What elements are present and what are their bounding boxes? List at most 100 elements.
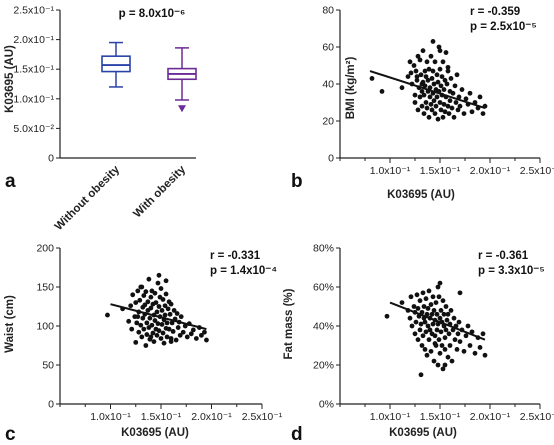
y-tick-label: 40% — [313, 321, 334, 333]
data-point — [432, 59, 438, 65]
r-value: r = -0.359 — [470, 6, 520, 18]
panel-c: Waist (cm) K03695 (AU) r = -0.331 p = 1.… — [4, 243, 283, 445]
data-point — [463, 96, 469, 102]
data-point — [448, 308, 454, 313]
data-point — [430, 68, 436, 74]
iqr-box — [101, 55, 131, 73]
data-point — [469, 109, 475, 115]
group-label: With obesity — [131, 163, 188, 220]
data-point — [379, 89, 385, 94]
data-point — [148, 334, 154, 340]
data-point — [417, 327, 423, 333]
panel-letter: d — [291, 424, 303, 445]
y-tick-label: 200 — [36, 243, 54, 255]
data-point — [135, 288, 141, 294]
data-point — [434, 72, 440, 78]
data-point — [399, 300, 405, 305]
data-point — [428, 348, 434, 354]
data-point — [443, 50, 449, 55]
outlier-point — [178, 105, 186, 113]
data-point — [428, 101, 434, 107]
data-point — [426, 337, 432, 343]
data-point — [434, 327, 440, 333]
data-point — [436, 294, 442, 300]
data-point — [420, 333, 426, 339]
r-value: r = -0.361 — [478, 250, 529, 262]
data-point — [435, 79, 441, 85]
data-point — [447, 98, 453, 104]
y-tick-label: 2.0x10⁻¹ — [13, 34, 54, 46]
data-point — [426, 114, 432, 120]
data-point — [425, 306, 431, 311]
data-point — [412, 92, 418, 98]
x-axis-label: K03695 (AU) — [387, 189, 455, 201]
data-point — [450, 90, 456, 96]
data-point — [152, 290, 158, 296]
data-point — [134, 320, 140, 326]
data-point — [415, 53, 421, 59]
y-tick-label: 0% — [319, 399, 334, 411]
data-point — [418, 321, 424, 327]
data-point — [472, 350, 478, 356]
y-tick-label: 80 — [322, 5, 334, 17]
data-point — [456, 319, 462, 325]
data-point — [128, 303, 134, 309]
data-point — [415, 337, 421, 343]
data-point — [159, 322, 165, 327]
data-point — [448, 76, 454, 81]
y-tick-label: 5.0x10⁻² — [13, 123, 54, 135]
data-point — [407, 59, 413, 65]
data-point — [467, 343, 473, 348]
data-point — [423, 296, 429, 302]
data-point — [105, 312, 110, 318]
data-point — [480, 111, 486, 116]
data-point — [417, 57, 423, 63]
data-point — [445, 311, 451, 317]
data-point — [126, 318, 132, 324]
x-tick-label: 1.5x10⁻¹ — [420, 165, 461, 177]
data-point — [437, 66, 443, 72]
data-point — [414, 77, 420, 83]
data-point — [139, 284, 145, 290]
regression-line — [110, 303, 207, 331]
data-point — [420, 48, 426, 54]
data-point — [411, 304, 417, 309]
data-point — [440, 114, 446, 120]
data-point — [170, 329, 176, 334]
panel-letter: a — [5, 171, 16, 192]
data-point — [437, 280, 443, 286]
y-tick-label: 20% — [313, 360, 334, 372]
data-point — [162, 312, 168, 318]
data-point — [430, 39, 436, 44]
data-point — [451, 114, 457, 120]
data-point — [430, 321, 436, 327]
data-point — [435, 116, 441, 122]
data-point — [142, 302, 148, 308]
data-point — [156, 272, 162, 278]
x-axis-label: K03695 (AU) — [121, 427, 189, 439]
data-point — [165, 306, 171, 312]
data-point — [442, 109, 448, 115]
data-point — [174, 311, 180, 316]
data-point — [139, 334, 145, 340]
data-point — [141, 326, 147, 332]
x-tick-label: 1.0x10⁻¹ — [370, 165, 411, 177]
data-point — [433, 300, 439, 305]
data-point — [415, 306, 421, 311]
data-point — [190, 327, 196, 333]
x-tick-label: 2.5x10⁻¹ — [242, 411, 283, 423]
data-point — [442, 77, 448, 83]
data-point — [465, 323, 471, 329]
data-point — [456, 94, 462, 100]
panel-d: Fat mass (%) K03695 (AU) r = -0.361 p = … — [283, 243, 554, 445]
data-point — [438, 83, 444, 89]
data-point — [449, 358, 455, 364]
data-point — [422, 319, 428, 325]
data-point — [457, 103, 463, 109]
data-point — [135, 314, 141, 320]
data-point — [413, 319, 419, 325]
y-tick-label: 0 — [328, 153, 334, 165]
data-point — [477, 345, 483, 350]
data-point — [168, 301, 174, 307]
data-point — [369, 76, 375, 81]
